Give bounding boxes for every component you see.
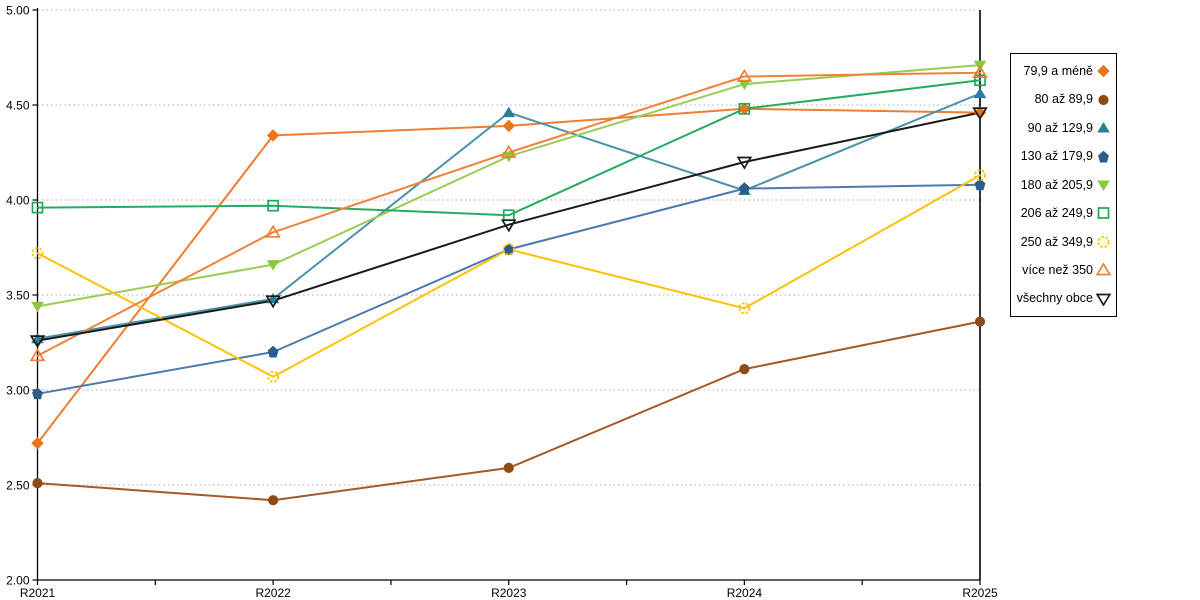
x-tick-label: R2023: [491, 586, 527, 600]
triangle-down-legend-icon: [1097, 180, 1110, 191]
y-tick-label: 4.50: [6, 99, 30, 113]
data-point-marker: [31, 301, 44, 313]
circle-legend-icon: [1098, 94, 1109, 105]
series-line-1: [36, 320, 981, 502]
data-point-marker: [739, 364, 750, 375]
legend-label: 90 až 129,9: [1027, 120, 1093, 135]
x-tick-label: R2024: [727, 586, 763, 600]
data-point-marker: [974, 74, 986, 87]
legend-label: 130 až 179,9: [1020, 149, 1093, 164]
y-tick-label: 3.50: [6, 289, 30, 303]
data-point-marker: [266, 260, 280, 271]
data-point-marker: [1096, 293, 1111, 306]
data-point-marker: [502, 106, 515, 118]
legend-item-0: 79,9 a méně: [1013, 64, 1111, 78]
data-point-marker: [500, 144, 517, 158]
legend-label: 206 až 249,9: [1020, 206, 1093, 221]
data-point-marker: [972, 107, 988, 121]
data-point-marker: [267, 370, 280, 383]
x-tick-label: R2021: [20, 586, 56, 600]
x-tick-label: R2025: [962, 586, 998, 600]
data-point-marker: [31, 437, 44, 450]
legend-label: všechny obce: [1016, 291, 1093, 306]
data-point-marker: [1098, 150, 1109, 163]
y-tick-label: 5.00: [6, 4, 30, 18]
data-point-marker: [29, 335, 46, 349]
triangle-up-legend-icon: [1097, 122, 1110, 133]
data-point-marker: [1098, 94, 1109, 105]
data-point-marker: [265, 295, 281, 309]
data-point-marker: [32, 478, 43, 489]
triangle-down-legend-icon: [1096, 293, 1111, 306]
data-point-marker: [266, 129, 280, 142]
square-legend-icon: [1097, 207, 1110, 220]
data-point-marker: [1097, 122, 1110, 133]
legend-label: 80 až 89,9: [1034, 92, 1093, 107]
data-point-marker: [738, 79, 751, 91]
data-point-marker: [1097, 235, 1110, 248]
series-line-5: [36, 79, 981, 217]
circle-dashed-legend-icon: [1097, 235, 1110, 248]
x-tick-label: R2022: [255, 586, 291, 600]
legend-item-2: 90 až 129,9: [1013, 121, 1111, 135]
y-tick-label: 2.50: [6, 479, 30, 493]
legend-item-5: 206 až 249,9: [1013, 206, 1111, 220]
series-line-4: [36, 64, 981, 308]
data-point-marker: [739, 182, 750, 195]
data-point-marker: [973, 87, 987, 99]
data-point-marker: [32, 387, 43, 400]
data-point-marker: [268, 495, 279, 506]
data-point-marker: [31, 247, 44, 260]
data-point-marker: [738, 102, 751, 115]
legend-item-6: 250 až 349,9: [1013, 235, 1111, 249]
triangle-up-legend-icon: [1096, 263, 1111, 276]
legend-item-3: 130 až 179,9: [1013, 150, 1111, 164]
data-point-marker: [972, 65, 988, 79]
y-tick-label: 3.00: [6, 384, 30, 398]
data-point-marker: [738, 302, 751, 315]
data-point-marker: [974, 178, 986, 191]
legend-item-4: 180 až 205,9: [1013, 178, 1111, 192]
data-point-marker: [974, 316, 986, 327]
data-point-marker: [31, 201, 44, 214]
pentagon-legend-icon: [1098, 150, 1109, 163]
diamond-legend-icon: [1097, 65, 1110, 78]
legend-item-7: více než 350: [1013, 263, 1111, 277]
legend-label: 250 až 349,9: [1020, 234, 1093, 249]
data-point-marker: [736, 156, 753, 170]
data-point-marker: [738, 102, 751, 115]
legend-label: více než 350: [1022, 263, 1093, 278]
data-point-marker: [29, 348, 46, 362]
legend-label: 180 až 205,9: [1020, 177, 1093, 192]
data-point-marker: [1097, 180, 1110, 191]
data-point-marker: [1097, 207, 1110, 220]
data-point-marker: [265, 224, 281, 238]
data-point-marker: [974, 169, 986, 182]
legend-label: 79,9 a méně: [1023, 63, 1094, 78]
data-point-marker: [973, 106, 987, 119]
series-line-8: [36, 111, 981, 342]
data-point-marker: [1097, 65, 1110, 78]
y-tick-label: 2.00: [6, 574, 30, 588]
data-point-marker: [500, 219, 517, 233]
data-point-marker: [267, 345, 279, 358]
data-point-marker: [502, 243, 515, 256]
legend-item-8: všechny obce: [1013, 292, 1111, 306]
data-point-marker: [736, 68, 753, 82]
legend: 79,9 a méně 80 až 89,9 90 až 129,9 130 až 1…: [1010, 53, 1117, 317]
y-tick-label: 4.00: [6, 194, 30, 208]
legend-item-1: 80 až 89,9: [1013, 93, 1111, 107]
data-point-marker: [502, 119, 515, 133]
data-point-marker: [1096, 263, 1111, 276]
data-point-marker: [267, 199, 279, 212]
data-point-marker: [503, 462, 514, 473]
